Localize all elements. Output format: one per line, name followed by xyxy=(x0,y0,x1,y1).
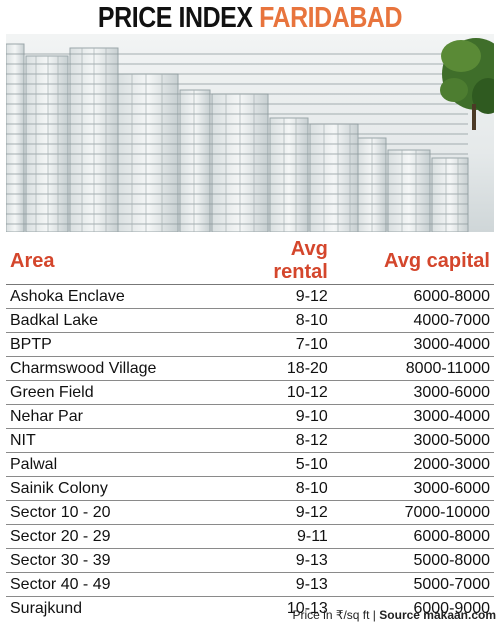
area-cell: Badkal Lake xyxy=(6,308,241,333)
header-avg-rental: Avg rental xyxy=(240,238,338,285)
rental-cell: 10-13 xyxy=(240,596,338,620)
capital-cell: 8000-11000 xyxy=(337,356,494,381)
rental-cell: 8-10 xyxy=(240,308,338,333)
area-cell: Surajkund xyxy=(6,596,241,620)
table-row: NIT 8-12 3000-5000 xyxy=(6,428,494,453)
capital-cell: 5000-8000 xyxy=(337,548,494,573)
rental-cell: 10-12 xyxy=(240,380,338,405)
header-avg-capital: Avg capital xyxy=(337,238,494,285)
capital-cell: 7000-10000 xyxy=(337,500,494,525)
rental-cell: 5-10 xyxy=(240,452,338,477)
area-cell: Sector 10 - 20 xyxy=(6,500,241,525)
rental-cell: 9-12 xyxy=(240,284,338,309)
capital-cell: 3000-6000 xyxy=(337,380,494,405)
table-row: Ashoka Enclave 9-12 6000-8000 xyxy=(6,284,494,309)
rental-cell: 7-10 xyxy=(240,332,338,357)
area-cell: NIT xyxy=(6,428,241,453)
area-cell: Palwal xyxy=(6,452,241,477)
rental-cell: 9-12 xyxy=(240,500,338,525)
rental-cell: 9-13 xyxy=(240,548,338,573)
capital-cell: 4000-7000 xyxy=(337,308,494,333)
building-windows xyxy=(6,53,468,225)
area-cell: Sector 30 - 39 xyxy=(6,548,241,573)
title-city: FARIDABAD xyxy=(259,2,403,34)
table-row: Sector 30 - 39 9-13 5000-8000 xyxy=(6,548,494,573)
price-unit-note: Price in ₹/sq ft | xyxy=(292,608,376,622)
rental-cell: 9-10 xyxy=(240,404,338,429)
area-cell: Sector 40 - 49 xyxy=(6,572,241,597)
table-row: Sector 40 - 49 9-13 5000-7000 xyxy=(6,572,494,597)
capital-cell: 6000-8000 xyxy=(337,524,494,549)
header-area: Area xyxy=(6,238,241,285)
area-cell: Sainik Colony xyxy=(6,476,241,501)
tree-foliage xyxy=(440,38,494,130)
price-index-table: Area Avg rental Avg capital Ashoka Encla… xyxy=(6,238,494,620)
table-row: Nehar Par 9-10 3000-4000 xyxy=(6,404,494,429)
area-cell: Green Field xyxy=(6,380,241,405)
rental-cell: 8-10 xyxy=(240,476,338,501)
capital-cell: 6000-9000 xyxy=(337,596,494,620)
table-row: Green Field 10-12 3000-6000 xyxy=(6,380,494,405)
table-row: Surajkund 10-13 6000-9000 xyxy=(6,596,494,620)
rental-cell: 9-11 xyxy=(240,524,338,549)
capital-cell: 2000-3000 xyxy=(337,452,494,477)
apartment-buildings-photo xyxy=(6,34,494,232)
capital-cell: 3000-4000 xyxy=(337,332,494,357)
source-credit: Source makaan.com xyxy=(379,608,496,622)
table-row: Palwal 5-10 2000-3000 xyxy=(6,452,494,477)
area-cell: Ashoka Enclave xyxy=(6,284,241,309)
table-row: BPTP 7-10 3000-4000 xyxy=(6,332,494,357)
table-row: Sector 10 - 20 9-12 7000-10000 xyxy=(6,500,494,525)
table-row: Badkal Lake 8-10 4000-7000 xyxy=(6,308,494,333)
area-cell: Sector 20 - 29 xyxy=(6,524,241,549)
title-text: PRICE INDEX xyxy=(97,2,253,34)
area-cell: Nehar Par xyxy=(6,404,241,429)
source-footer: Price in ₹/sq ft | Source makaan.com xyxy=(0,608,496,622)
page-title: PRICE INDEX FARIDABAD xyxy=(35,0,465,40)
table-header-row: Area Avg rental Avg capital xyxy=(6,238,494,285)
rental-cell: 9-13 xyxy=(240,572,338,597)
area-cell: BPTP xyxy=(6,332,241,357)
capital-cell: 6000-8000 xyxy=(337,284,494,309)
table-row: Charmswood Village 18-20 8000-11000 xyxy=(6,356,494,381)
area-cell: Charmswood Village xyxy=(6,356,241,381)
table-row: Sainik Colony 8-10 3000-6000 xyxy=(6,476,494,501)
capital-cell: 5000-7000 xyxy=(337,572,494,597)
rental-cell: 8-12 xyxy=(240,428,338,453)
table-row: Sector 20 - 29 9-11 6000-8000 xyxy=(6,524,494,549)
rental-cell: 18-20 xyxy=(240,356,338,381)
capital-cell: 3000-4000 xyxy=(337,404,494,429)
capital-cell: 3000-5000 xyxy=(337,428,494,453)
capital-cell: 3000-6000 xyxy=(337,476,494,501)
